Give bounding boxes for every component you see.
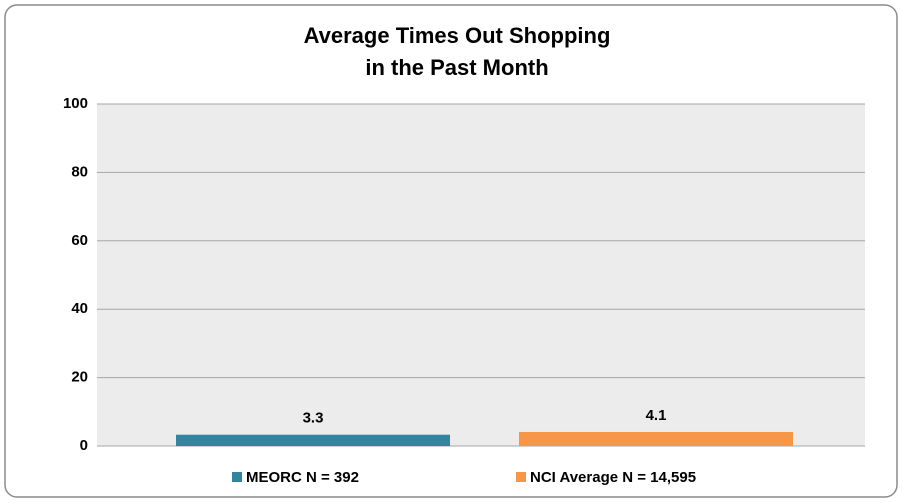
y-tick-label: 80 <box>71 163 88 180</box>
legend-label: NCI Average N = 14,595 <box>530 469 696 486</box>
legend-label: MEORC N = 392 <box>246 469 359 486</box>
chart-title: Average Times Out Shopping <box>304 23 611 48</box>
y-tick-label: 100 <box>63 95 88 112</box>
legend-swatch <box>232 472 242 482</box>
y-tick-label: 60 <box>71 232 88 249</box>
bar <box>176 434 450 446</box>
data-label: 3.3 <box>303 410 324 427</box>
plot-area <box>97 104 865 446</box>
y-tick-label: 0 <box>80 437 88 454</box>
y-tick-label: 20 <box>71 369 88 386</box>
y-tick-label: 40 <box>71 300 88 317</box>
bar <box>519 431 793 446</box>
data-label: 4.1 <box>646 407 667 424</box>
chart-title: in the Past Month <box>365 55 548 80</box>
legend-swatch <box>516 472 526 482</box>
